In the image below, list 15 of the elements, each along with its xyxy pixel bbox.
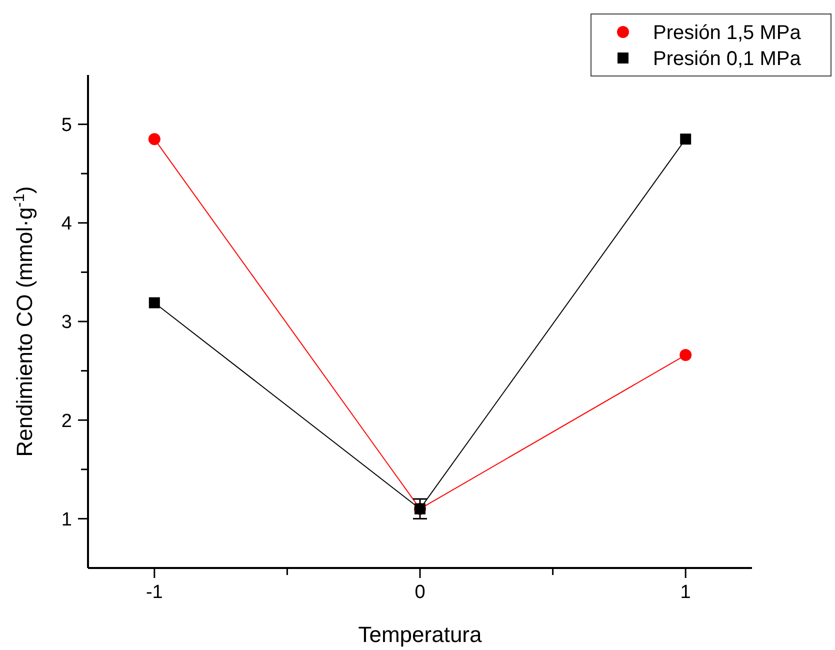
legend-label: Presión 0,1 MPa	[653, 48, 802, 70]
legend-label: Presión 1,5 MPa	[653, 22, 802, 44]
y-tick-label: 3	[61, 312, 72, 334]
point	[680, 134, 692, 145]
y-tick-label: 5	[61, 114, 72, 136]
x-tick-label: -1	[146, 582, 163, 603]
y-tick-label: 1	[61, 509, 72, 530]
x-tick-label: 1	[680, 582, 691, 603]
y-tick-label: 2	[61, 410, 72, 432]
y-tick-label: 4	[61, 214, 72, 235]
x-axis-title: Temperatura	[358, 622, 483, 647]
point	[148, 133, 160, 146]
x-tick-label: 0	[414, 582, 426, 603]
point	[680, 349, 692, 362]
point	[148, 297, 160, 308]
